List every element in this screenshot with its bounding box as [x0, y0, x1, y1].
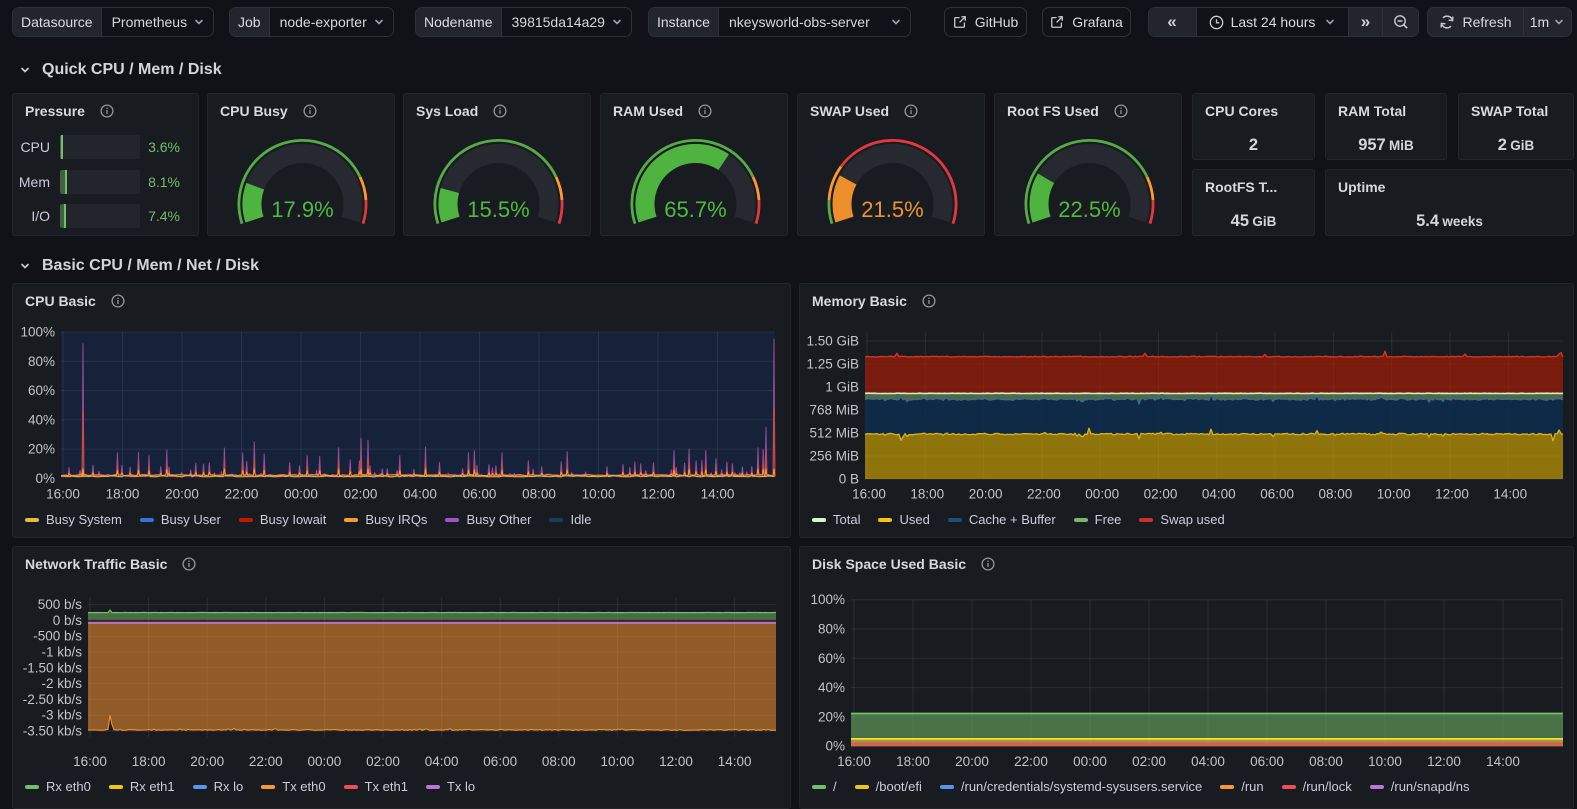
svg-text:0%: 0%: [825, 739, 845, 754]
svg-text:06:00: 06:00: [1260, 487, 1294, 502]
svg-text:20:00: 20:00: [190, 754, 224, 769]
svg-text:16:00: 16:00: [73, 754, 107, 769]
svg-text:17.9%: 17.9%: [271, 197, 333, 222]
svg-text:-1 kb/s: -1 kb/s: [41, 645, 82, 660]
svg-text:16:00: 16:00: [46, 487, 80, 502]
svg-text:1.25 GiB: 1.25 GiB: [806, 357, 859, 372]
svg-text:10:00: 10:00: [601, 754, 635, 769]
svg-text:256 MiB: 256 MiB: [809, 449, 859, 464]
svg-text:-1.50 kb/s: -1.50 kb/s: [23, 660, 83, 675]
svg-text:20:00: 20:00: [165, 487, 199, 502]
svg-text:40%: 40%: [28, 412, 55, 427]
svg-text:500 b/s: 500 b/s: [38, 597, 83, 612]
svg-text:04:00: 04:00: [1202, 487, 1236, 502]
svg-text:08:00: 08:00: [522, 487, 556, 502]
svg-text:08:00: 08:00: [1309, 754, 1343, 769]
svg-text:20:00: 20:00: [955, 754, 989, 769]
svg-text:20%: 20%: [28, 442, 55, 457]
svg-text:00:00: 00:00: [1073, 754, 1107, 769]
svg-text:22:00: 22:00: [1027, 487, 1061, 502]
svg-text:00:00: 00:00: [1085, 487, 1119, 502]
svg-text:08:00: 08:00: [1319, 487, 1353, 502]
svg-text:80%: 80%: [818, 622, 845, 637]
svg-text:14:00: 14:00: [1486, 754, 1520, 769]
svg-text:22:00: 22:00: [249, 754, 283, 769]
svg-text:21.5%: 21.5%: [861, 197, 923, 222]
svg-text:100%: 100%: [20, 325, 55, 340]
svg-text:12:00: 12:00: [641, 487, 675, 502]
svg-text:16:00: 16:00: [852, 487, 886, 502]
svg-text:-2 kb/s: -2 kb/s: [41, 676, 82, 691]
svg-text:0%: 0%: [35, 471, 55, 486]
svg-text:65.7%: 65.7%: [664, 197, 726, 222]
svg-text:40%: 40%: [818, 680, 845, 695]
svg-text:-500 b/s: -500 b/s: [33, 629, 82, 644]
svg-text:14:00: 14:00: [701, 487, 735, 502]
svg-text:512 MiB: 512 MiB: [809, 426, 859, 441]
svg-text:100%: 100%: [810, 592, 845, 607]
svg-text:00:00: 00:00: [284, 487, 318, 502]
svg-text:02:00: 02:00: [344, 487, 378, 502]
svg-text:06:00: 06:00: [1250, 754, 1284, 769]
svg-text:06:00: 06:00: [483, 754, 517, 769]
svg-text:12:00: 12:00: [1435, 487, 1469, 502]
svg-text:10:00: 10:00: [1368, 754, 1402, 769]
svg-text:-2.50 kb/s: -2.50 kb/s: [23, 692, 83, 707]
svg-text:16:00: 16:00: [837, 754, 871, 769]
svg-text:22:00: 22:00: [225, 487, 259, 502]
svg-text:22.5%: 22.5%: [1058, 197, 1120, 222]
svg-text:80%: 80%: [28, 354, 55, 369]
svg-text:22:00: 22:00: [1014, 754, 1048, 769]
svg-text:12:00: 12:00: [659, 754, 693, 769]
svg-text:04:00: 04:00: [425, 754, 459, 769]
svg-text:14:00: 14:00: [1493, 487, 1527, 502]
svg-text:20:00: 20:00: [969, 487, 1003, 502]
svg-text:04:00: 04:00: [403, 487, 437, 502]
svg-text:18:00: 18:00: [896, 754, 930, 769]
svg-text:60%: 60%: [28, 383, 55, 398]
svg-text:-3.50 kb/s: -3.50 kb/s: [23, 724, 83, 739]
svg-text:15.5%: 15.5%: [467, 197, 529, 222]
svg-text:20%: 20%: [818, 709, 845, 724]
svg-text:1 GiB: 1 GiB: [825, 380, 859, 395]
svg-text:18:00: 18:00: [132, 754, 166, 769]
svg-text:04:00: 04:00: [1191, 754, 1225, 769]
svg-text:18:00: 18:00: [910, 487, 944, 502]
svg-text:1.50 GiB: 1.50 GiB: [806, 334, 859, 349]
svg-text:18:00: 18:00: [106, 487, 140, 502]
svg-text:10:00: 10:00: [582, 487, 616, 502]
svg-text:02:00: 02:00: [1132, 754, 1166, 769]
svg-text:10:00: 10:00: [1377, 487, 1411, 502]
svg-text:00:00: 00:00: [308, 754, 342, 769]
svg-text:12:00: 12:00: [1427, 754, 1461, 769]
svg-text:0 B: 0 B: [839, 472, 859, 487]
svg-text:-3 kb/s: -3 kb/s: [41, 708, 82, 723]
svg-text:0 b/s: 0 b/s: [53, 613, 83, 628]
svg-text:02:00: 02:00: [1144, 487, 1178, 502]
svg-text:768 MiB: 768 MiB: [809, 403, 859, 418]
svg-text:60%: 60%: [818, 651, 845, 666]
svg-text:06:00: 06:00: [463, 487, 497, 502]
svg-text:14:00: 14:00: [718, 754, 752, 769]
svg-text:08:00: 08:00: [542, 754, 576, 769]
svg-text:02:00: 02:00: [366, 754, 400, 769]
